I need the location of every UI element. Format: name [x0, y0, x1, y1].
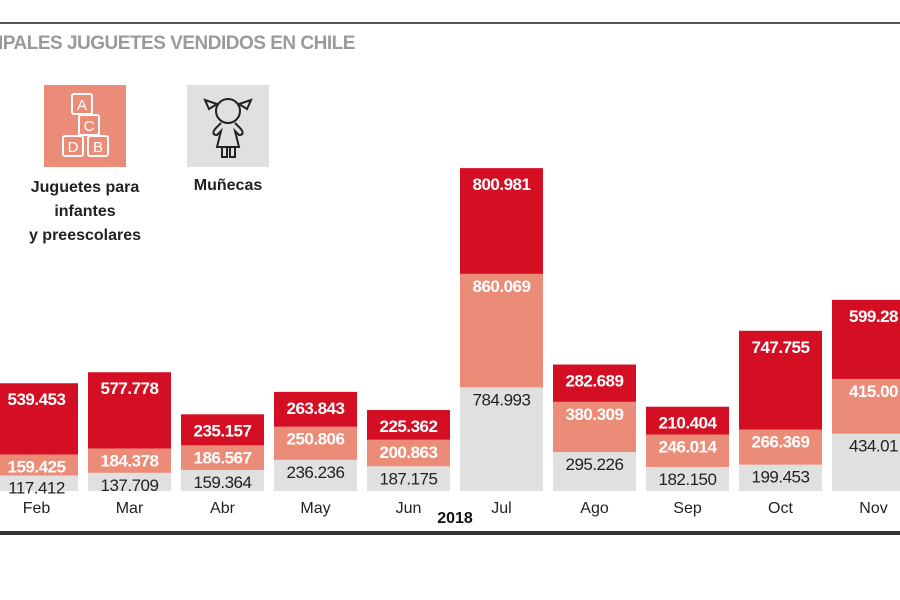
data-label-salmon: 246.014 [659, 437, 718, 456]
bar-segment-salmon [646, 434, 729, 467]
data-label-gray: 117.412 [8, 479, 65, 498]
bar-segment-red [0, 383, 78, 455]
legend-line: y preescolares [28, 227, 142, 244]
bar-segment-salmon [0, 454, 78, 476]
data-label-salmon: 860.069 [473, 277, 531, 296]
bar-segment-red [88, 372, 171, 449]
bar-segment-salmon [181, 445, 264, 470]
bar-segment-gray [460, 387, 543, 491]
x-tick-label: Oct [768, 500, 793, 517]
bar-segment-salmon [460, 273, 543, 388]
bar-segment-salmon [553, 401, 636, 453]
data-label-gray: 137.709 [101, 476, 159, 495]
data-label-salmon: 266.369 [752, 433, 810, 452]
data-label-red: 599.28 [849, 307, 898, 326]
bar-segment-gray [367, 466, 450, 491]
data-label-salmon: 200.863 [380, 443, 438, 462]
top-rule [0, 22, 900, 24]
bar-segment-gray [739, 464, 822, 491]
bar-segment-gray [181, 469, 264, 491]
x-tick-label: Jul [491, 500, 511, 517]
bar-segment-salmon [88, 448, 171, 473]
data-label-red: 800.981 [473, 175, 531, 194]
bar-segment-red [274, 391, 357, 427]
data-label-red: 282.689 [566, 372, 624, 391]
bar-segment-salmon [274, 426, 357, 460]
legend-label-munecas: Muñecas [180, 174, 276, 198]
legend-line: infantes [54, 203, 116, 220]
data-label-gray: 784.993 [473, 390, 531, 409]
x-tick-label: Mar [116, 500, 144, 517]
data-label-salmon: 159.425 [8, 457, 66, 476]
x-tick-label: Nov [859, 500, 887, 517]
legend-swatch-salmon [44, 85, 126, 167]
data-label-gray: 187.175 [380, 469, 438, 488]
data-label-gray: 434.01 [849, 437, 898, 456]
bar-segment-gray [88, 472, 171, 491]
bar-segment-red [367, 410, 450, 440]
x-tick-label: Jun [396, 500, 422, 517]
data-label-gray: 182.150 [659, 470, 717, 489]
bar-segment-salmon [832, 378, 900, 434]
doll-icon [187, 85, 269, 167]
data-label-salmon: 415.00 [849, 382, 898, 401]
bar-segment-gray [832, 433, 900, 491]
data-label-red: 747.755 [752, 338, 810, 357]
chart-title: IPALES JUGUETES VENDIDOS EN CHILE [0, 33, 355, 54]
bar-segment-red [553, 364, 636, 402]
data-label-red: 210.404 [659, 414, 718, 433]
x-tick-label: Sep [673, 500, 702, 517]
bar-segment-red [646, 406, 729, 435]
legend-line: Juguetes para [30, 179, 140, 196]
bar-segment-red [460, 168, 543, 274]
data-label-red: 263.843 [287, 399, 345, 418]
bar-segment-salmon [739, 429, 822, 465]
bar-segment-gray [646, 466, 729, 491]
bar-segment-red [739, 330, 822, 430]
data-label-salmon: 380.309 [566, 405, 624, 424]
bar-segment-gray [0, 475, 78, 491]
data-label-red: 225.362 [380, 417, 438, 436]
legend-line: Muñecas [193, 177, 263, 194]
bar-segment-red [832, 299, 900, 379]
svg-text:B: B [93, 139, 103, 156]
data-label-gray: 159.364 [194, 473, 252, 492]
svg-text:D: D [68, 139, 79, 156]
data-label-gray: 199.453 [752, 468, 810, 487]
data-label-salmon: 186.567 [194, 448, 252, 467]
data-label-salmon: 184.378 [101, 451, 159, 470]
bar-segment-red [181, 414, 264, 446]
year-label: 2018 [437, 510, 473, 527]
data-label-red: 577.778 [101, 379, 159, 398]
x-tick-label: Ago [580, 500, 609, 517]
bottom-rule [0, 531, 900, 535]
abc-blocks-icon: ACD B [44, 85, 126, 167]
bar-segment-gray [553, 452, 636, 491]
x-tick-label: May [300, 500, 330, 517]
bar-segment-salmon [367, 439, 450, 467]
svg-text:A: A [77, 97, 87, 114]
data-label-salmon: 250.806 [287, 430, 345, 449]
bar-segment-gray [274, 459, 357, 491]
data-label-red: 539.453 [8, 390, 66, 409]
data-label-gray: 295.226 [566, 455, 624, 474]
legend-label-infantes: Juguetes para infantes y preescolares [18, 176, 152, 248]
x-tick-label: Abr [210, 500, 236, 517]
data-label-red: 235.157 [194, 421, 252, 440]
svg-text:C: C [84, 118, 95, 135]
data-label-gray: 236.236 [287, 463, 345, 482]
x-tick-label: Feb [23, 500, 51, 517]
